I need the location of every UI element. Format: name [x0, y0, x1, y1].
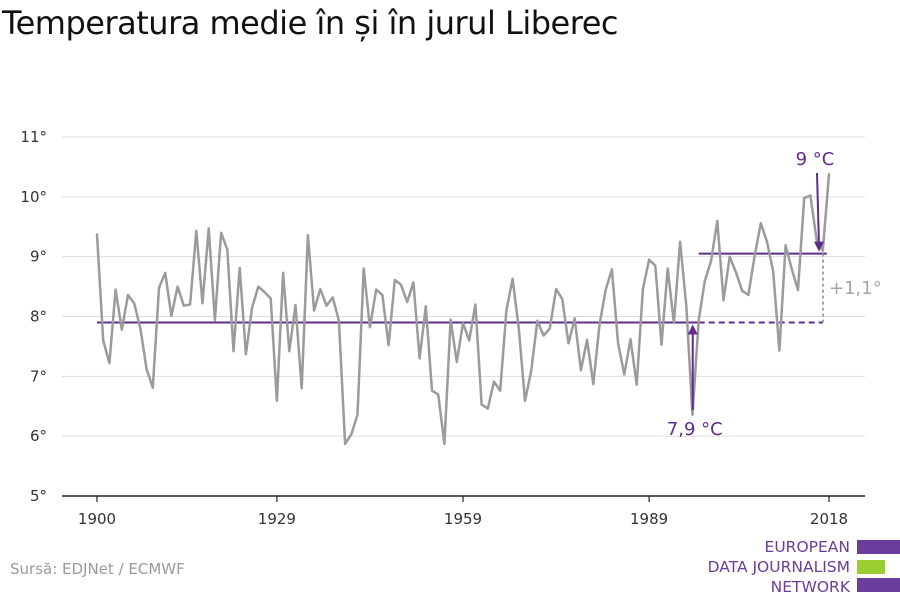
- chart-title: Temperatura medie în și în jurul Liberec: [2, 4, 618, 42]
- y-tick-label: 10°: [20, 188, 47, 206]
- x-tick-label: 1959: [444, 510, 482, 528]
- logo-text-data-journalism: DATA JOURNALISM: [707, 558, 850, 576]
- baseline-label: 7,9 °C: [667, 419, 723, 440]
- baseline-arrowhead: [687, 324, 698, 335]
- y-tick-label: 9°: [30, 248, 47, 266]
- annotations: +1,1° 9 °C 7,9 °C: [667, 149, 882, 440]
- source-label: Sursă: EDJNet / ECMWF: [10, 560, 185, 578]
- logo-text-network: NETWORK: [770, 578, 850, 596]
- grid-lines: [62, 136, 865, 497]
- logo-bar-purple-top: [857, 540, 900, 554]
- recent-average-arrow-line: [816, 172, 820, 246]
- temperature-line: [95, 172, 831, 446]
- difference-label: +1,1°: [829, 278, 882, 299]
- y-tick-label: 5°: [30, 487, 47, 505]
- x-tick-label: 1929: [258, 510, 296, 528]
- logo-bar-purple-bottom: [857, 578, 900, 592]
- recent-average-label: 9 °C: [796, 149, 835, 170]
- temperature-series: [95, 172, 831, 446]
- y-tick-label: 6°: [30, 427, 47, 445]
- recent-average-arrowhead: [814, 241, 824, 252]
- y-tick-label: 7°: [30, 367, 47, 385]
- y-tick-label: 8°: [30, 308, 47, 326]
- logo-bar-green: [857, 560, 885, 574]
- edjnet-logo[interactable]: EUROPEAN DATA JOURNALISM NETWORK: [700, 537, 900, 597]
- y-tick-label: 11°: [20, 128, 47, 146]
- x-tick-label: 2018: [810, 510, 848, 528]
- y-axis-tick-labels: 5° 6° 7° 8° 9° 10° 11°: [20, 128, 47, 505]
- x-axis-tick-labels: 1900 1929 1959 1989 2018: [78, 496, 848, 528]
- x-tick-label: 1900: [78, 510, 116, 528]
- x-tick-label: 1989: [630, 510, 668, 528]
- logo-text-european: EUROPEAN: [764, 538, 850, 556]
